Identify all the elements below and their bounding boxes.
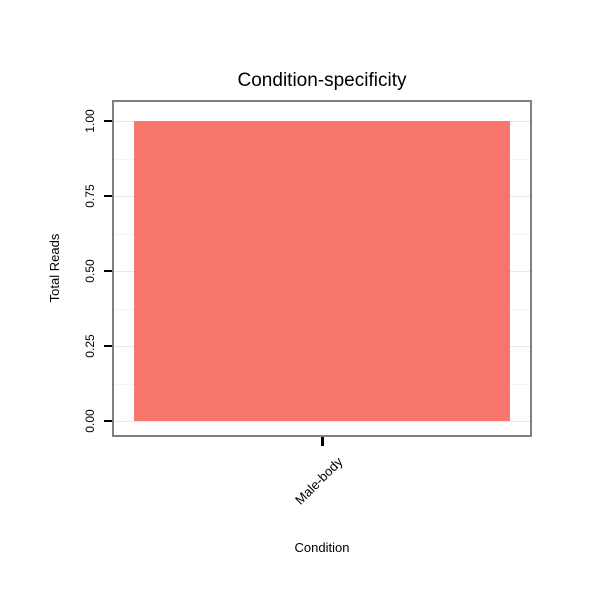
major-gridline [114,421,530,422]
x-axis-title: Condition [294,540,350,555]
plot-panel [112,100,532,437]
bar-male-body [134,121,510,421]
y-axis-tick [104,120,112,122]
y-axis-tick [104,420,112,422]
y-axis-tick [104,345,112,347]
y-tick-label: 0.00 [83,409,97,433]
x-category-label: Male-body [292,454,346,508]
x-axis-tick [321,437,324,446]
y-tick-label: 0.25 [83,334,97,358]
y-tick-label: 0.75 [83,184,97,208]
y-axis-tick [104,270,112,272]
y-tick-label: 1.00 [83,109,97,133]
chart-title: Condition-specificity [237,70,407,91]
y-tick-label: 0.50 [83,259,97,283]
y-axis-title: Total Reads [47,233,62,303]
y-axis-tick [104,195,112,197]
